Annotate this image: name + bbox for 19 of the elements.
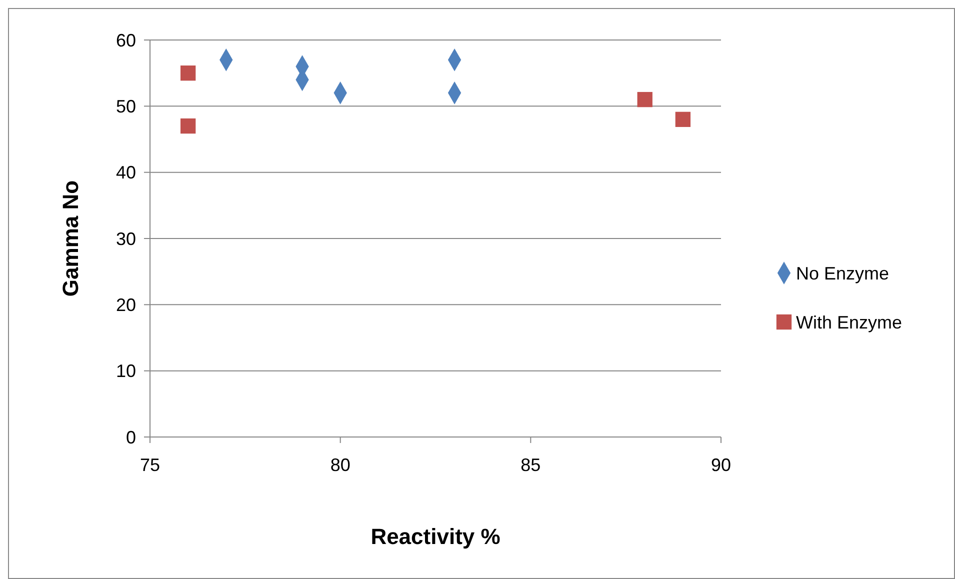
x-tick-label: 80 xyxy=(330,455,350,475)
x-tick-label: 90 xyxy=(710,455,732,475)
y-tick-label: 30 xyxy=(116,228,136,249)
y-tick-label: 10 xyxy=(116,361,136,382)
y-tick-label: 40 xyxy=(116,162,136,183)
y-tick-label: 20 xyxy=(116,294,136,315)
y-tick-label: 0 xyxy=(126,427,136,448)
y-tick-label: 60 xyxy=(116,30,136,50)
legend-label: No Enzyme xyxy=(796,263,890,284)
legend-label: With Enzyme xyxy=(796,312,902,332)
point xyxy=(180,66,196,81)
x-axis-title: Reactivity % xyxy=(370,524,500,549)
y-axis-title: Gamma No xyxy=(58,180,83,297)
x-tick-label: 75 xyxy=(140,455,160,475)
point xyxy=(637,92,652,108)
x-tick-label: 85 xyxy=(520,455,541,475)
point xyxy=(180,118,196,134)
point xyxy=(675,112,691,127)
y-tick-label: 50 xyxy=(116,96,136,116)
